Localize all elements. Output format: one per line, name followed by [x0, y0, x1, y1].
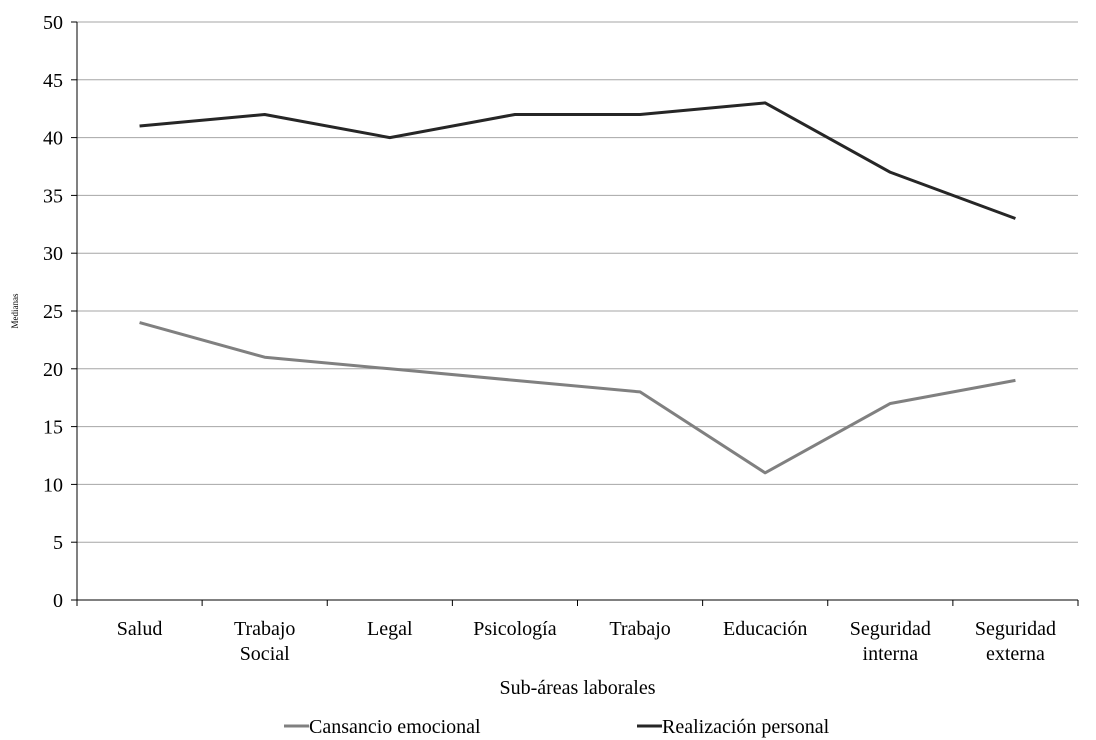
x-tick-label: Social — [240, 643, 290, 665]
y-tick-label: 15 — [43, 417, 63, 439]
x-tick-label: Seguridad — [850, 618, 931, 640]
series-line-1 — [139, 321, 1016, 475]
legend-label: Cansancio emocional — [309, 716, 481, 738]
legend: Cansancio emocional Realización personal — [284, 716, 830, 738]
y-tick-label: 10 — [43, 474, 63, 496]
x-axis-title: Sub-áreas laborales — [499, 677, 655, 699]
x-tick-label: externa — [986, 643, 1045, 665]
series-line-2 — [139, 101, 1016, 220]
legend-label: Realización personal — [662, 716, 830, 738]
y-tick-label: 35 — [43, 185, 63, 207]
x-tick-label: interna — [863, 643, 919, 665]
x-tick-label: Educación — [723, 618, 807, 640]
y-tick-labels: 0 5 10 15 20 25 30 35 40 45 50 — [43, 12, 63, 612]
y-tick-label: 25 — [43, 301, 63, 323]
gridlines — [77, 21, 1078, 543]
y-tick-label: 40 — [43, 128, 63, 150]
x-tick-label: Legal — [367, 618, 413, 640]
series-lines — [139, 101, 1016, 475]
x-tick-label: Salud — [117, 618, 163, 640]
y-axis-title: Medianas — [10, 293, 20, 328]
y-tick-label: 30 — [43, 243, 63, 265]
y-tick-label: 5 — [53, 532, 63, 554]
axes — [71, 21, 1079, 606]
y-tick-label: 20 — [43, 359, 63, 381]
x-tick-label: Psicología — [473, 618, 556, 640]
y-tick-label: 50 — [43, 12, 63, 34]
y-tick-label: 45 — [43, 70, 63, 92]
x-tick-labels: Salud Trabajo Social Legal Psicología Trabajo… — [117, 618, 1056, 665]
x-tick-label: Trabajo — [234, 618, 295, 640]
x-tick-label: Trabajo — [609, 618, 670, 640]
x-tick-label: Seguridad — [975, 618, 1056, 640]
y-tick-label: 0 — [53, 590, 63, 612]
